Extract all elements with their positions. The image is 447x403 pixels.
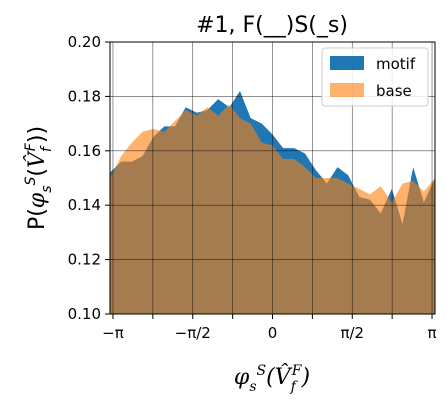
- legend-swatch-motif: [330, 56, 364, 70]
- legend-swatch-base: [330, 83, 364, 97]
- x-axis-ticks: −π −π/2 0 π/2 π: [102, 314, 437, 342]
- y-axis-label: P(φsS(V̂fF)): [23, 126, 55, 230]
- y-tick-label-1: 0.12: [68, 251, 101, 269]
- chart-title: #1, F(__)S(_s): [196, 13, 348, 38]
- x-tick-label-0: −π: [102, 324, 124, 342]
- x-tick-label-1: −π/2: [175, 324, 211, 342]
- legend: motif base: [321, 47, 429, 107]
- x-tick-label-4: π: [428, 324, 437, 342]
- legend-label-motif: motif: [376, 55, 416, 73]
- y-tick-label-0: 0.10: [68, 305, 101, 323]
- svg-text:P(φsS(V̂fF)): P(φsS(V̂fF)): [23, 126, 55, 230]
- y-axis-ticks: 0.10 0.12 0.14 0.16 0.18 0.20: [68, 33, 110, 323]
- legend-label-base: base: [376, 82, 412, 100]
- x-tick-label-2: 0: [268, 324, 278, 342]
- y-tick-label-4: 0.18: [68, 87, 101, 105]
- y-tick-label-3: 0.16: [68, 142, 101, 160]
- y-tick-label-2: 0.14: [68, 196, 101, 214]
- x-axis-label: φsS(V̂fF): [234, 363, 310, 395]
- y-tick-label-5: 0.20: [68, 33, 101, 51]
- x-tick-label-3: π/2: [340, 324, 364, 342]
